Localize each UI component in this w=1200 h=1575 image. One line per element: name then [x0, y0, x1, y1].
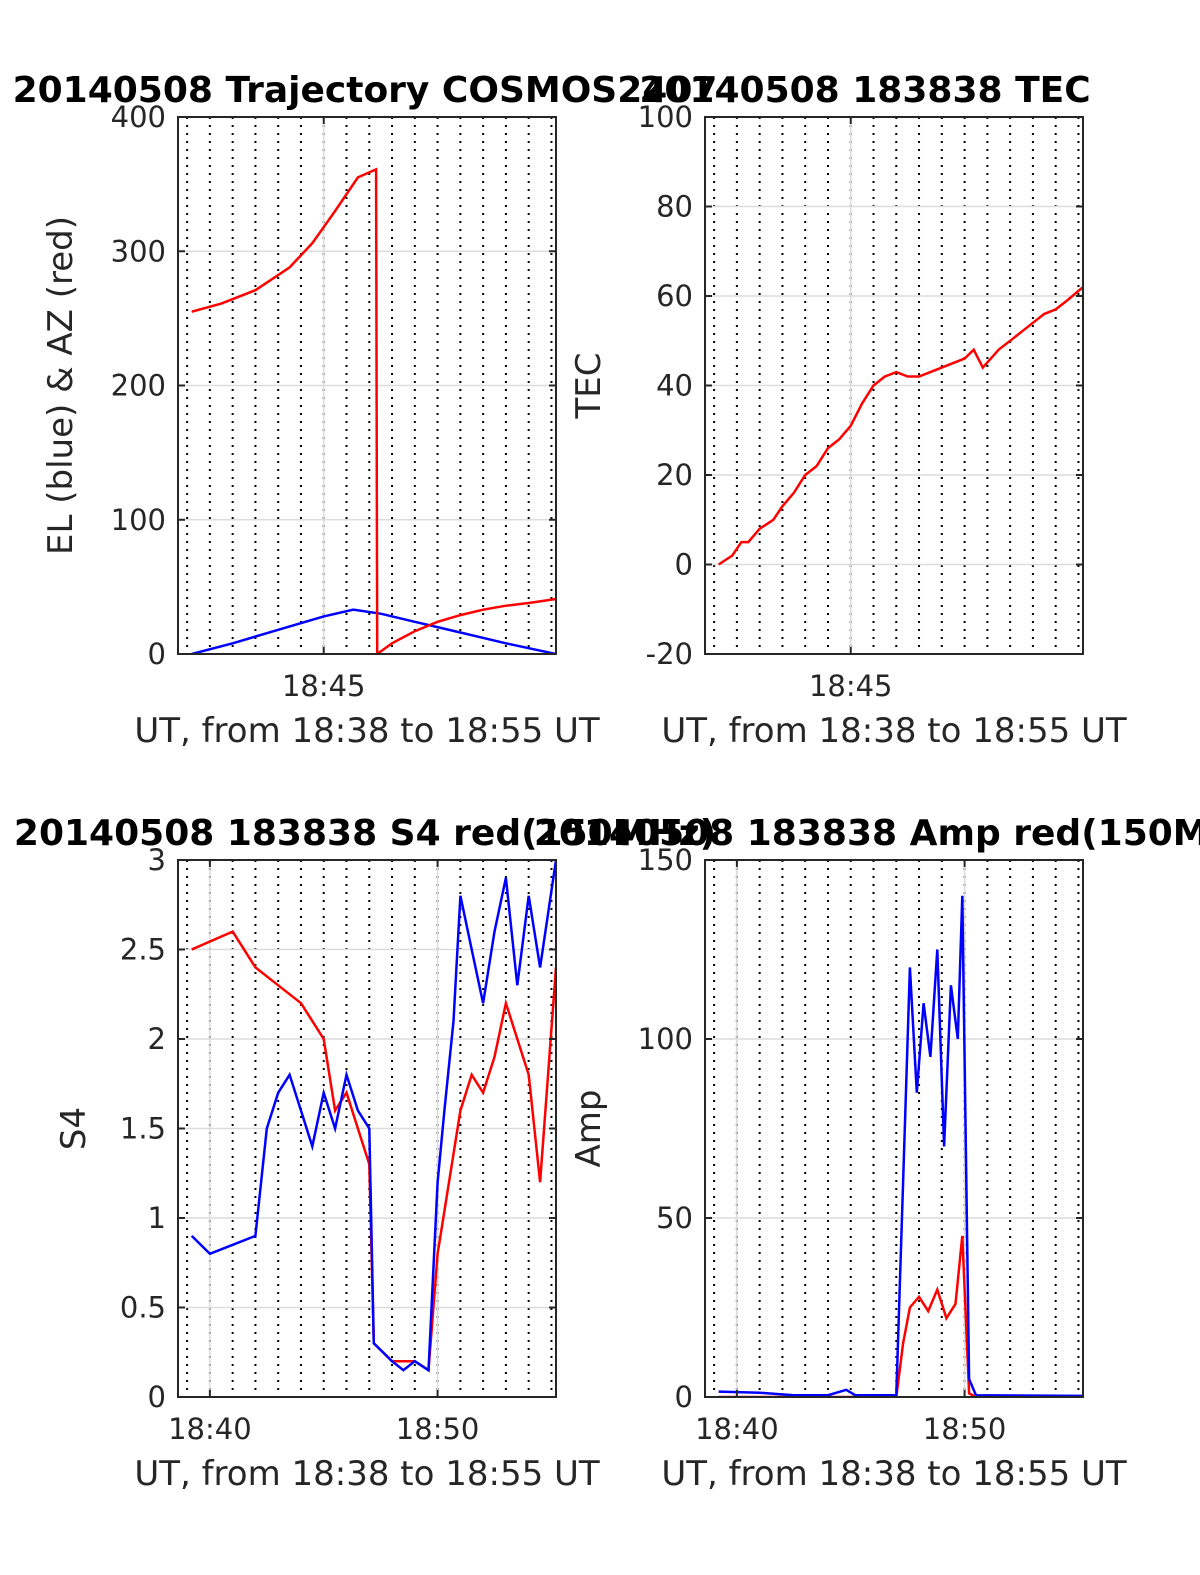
y-tick-label: 0 — [148, 1380, 166, 1414]
y-tick-label: 1.5 — [120, 1112, 166, 1146]
x-tick-label: 18:50 — [923, 1412, 1007, 1446]
y-tick-label: 40 — [656, 369, 693, 403]
y-tick-label: 50 — [656, 1201, 693, 1235]
y-tick-label: 100 — [111, 503, 166, 537]
y-tick-label: 60 — [656, 279, 693, 313]
chart-title: 20140508 183838 S4 red(150MHz) — [14, 813, 716, 854]
plot-area — [705, 860, 1083, 1397]
y-tick-label: 2.5 — [120, 933, 166, 967]
chart-panel-3: 0 0.5 1 1.5 2 2.5 3 18:40 18:50 UT, from 18:38 to… — [14, 813, 716, 1494]
chart-title: 20140508 Trajectory COSMOS2407 — [13, 70, 718, 111]
y-axis-label: TEC — [569, 353, 609, 420]
x-axis-label: UT, from 18:38 to 18:55 UT — [661, 1454, 1127, 1494]
x-tick-label: 18:45 — [809, 669, 893, 703]
x-tick-label: 18:45 — [282, 669, 366, 703]
y-tick-label: 0 — [148, 637, 166, 671]
y-tick-label: 1 — [148, 1201, 166, 1235]
chart-title: 20140508 183838 Amp red(150MHz) — [534, 813, 1200, 854]
chart-panel-2: -20 0 20 40 60 80 100 18:45 UT, from 18:38 to 18… — [569, 70, 1127, 751]
y-axis-label: EL (blue) & AZ (red) — [41, 216, 81, 555]
y-tick-label: 3 — [148, 843, 166, 877]
chart-panel-4: 0 50 100 150 18:40 18:50 UT, from 18:38 to 18:… — [534, 813, 1200, 1494]
y-tick-label: 0 — [675, 548, 693, 582]
y-tick-label: 80 — [656, 190, 693, 224]
series-line-el — [191, 608, 556, 654]
x-tick-label: 18:40 — [695, 1412, 779, 1446]
series-line-2 — [190, 860, 556, 1373]
y-tick-label: -20 — [646, 637, 693, 671]
y-tick-label: 2 — [148, 1022, 166, 1056]
y-axis-label: Amp — [569, 1090, 609, 1168]
axes-box — [704, 859, 1084, 1398]
y-tick-label: 150 — [638, 843, 693, 877]
y-tick-label: 200 — [111, 369, 166, 403]
y-tick-label: 0 — [675, 1380, 693, 1414]
x-axis-label: UT, from 18:38 to 18:55 UT — [661, 711, 1127, 751]
y-tick-label: 400 — [111, 100, 166, 134]
x-axis-label: UT, from 18:38 to 18:55 UT — [134, 711, 600, 751]
series-line-2 — [718, 895, 1083, 1397]
chart-title: 20140508 183838 TEC — [639, 70, 1090, 111]
series-line-1 — [718, 1235, 1083, 1397]
x-axis-label: UT, from 18:38 to 18:55 UT — [134, 1454, 600, 1494]
y-tick-label: 100 — [638, 100, 693, 134]
y-tick-label: 100 — [638, 1022, 693, 1056]
series-line-tec — [718, 286, 1083, 566]
x-tick-label: 18:40 — [168, 1412, 252, 1446]
x-tick-label: 18:50 — [396, 1412, 480, 1446]
y-tick-label: 0.5 — [120, 1291, 166, 1325]
series-line-az — [191, 167, 556, 654]
y-tick-label: 300 — [111, 234, 166, 268]
y-tick-label: 20 — [656, 458, 693, 492]
y-axis-label: S4 — [54, 1107, 94, 1150]
